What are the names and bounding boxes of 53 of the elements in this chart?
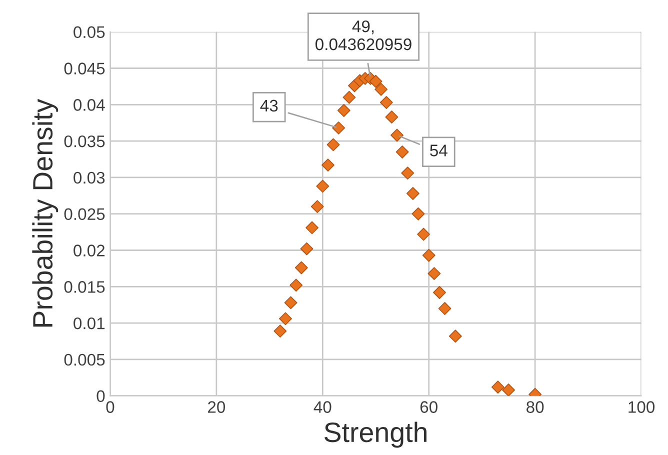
x-tick-label: 60: [420, 401, 438, 413]
point: [342, 90, 356, 104]
point: [428, 267, 441, 280]
y-tick-label: 0: [96, 390, 105, 402]
point: [316, 180, 330, 193]
y-tick-label: 0.01: [74, 317, 105, 330]
point: [294, 261, 308, 274]
annotation: 49, 0.043620959: [315, 20, 412, 50]
point: [385, 110, 398, 124]
y-tick-label: 0.03: [74, 172, 105, 184]
point: [332, 121, 346, 134]
point: [433, 286, 446, 299]
x-tick-label: 20: [208, 401, 226, 413]
x-axis-title: Strength: [324, 422, 426, 448]
y-tick-label: 0.015: [64, 281, 105, 293]
point: [406, 186, 420, 200]
y-tick-label: 0.02: [74, 244, 105, 256]
point: [306, 221, 318, 234]
point: [274, 324, 287, 338]
x-tick-label: 40: [314, 401, 332, 413]
point: [417, 228, 430, 241]
y-axis-title: Probability Density: [32, 98, 58, 327]
point: [422, 248, 436, 262]
point: [321, 158, 334, 172]
point: [337, 104, 350, 117]
point: [491, 380, 504, 394]
y-tick-label: 0.04: [74, 99, 105, 111]
annotation: 54: [430, 144, 448, 156]
point: [448, 330, 462, 343]
point: [401, 166, 414, 180]
x-tick-label: 80: [526, 401, 544, 413]
y-tick-label: 0.05: [74, 26, 105, 38]
x-tick-label: 0: [106, 401, 114, 413]
point: [310, 200, 324, 214]
point: [300, 242, 314, 256]
point: [369, 74, 382, 88]
point: [396, 145, 409, 158]
point: [284, 296, 298, 310]
point: [278, 312, 292, 326]
point: [290, 278, 303, 292]
y-tick-label: 0.005: [64, 354, 105, 366]
point: [390, 128, 404, 142]
point: [380, 96, 393, 109]
y-tick-label: 0.035: [64, 135, 105, 148]
point: [326, 138, 340, 152]
point: [438, 302, 452, 315]
annotation: 43: [260, 100, 278, 112]
point: [374, 82, 388, 96]
y-tick-label: 0.045: [64, 62, 105, 74]
point: [412, 207, 425, 220]
x-tick-label: 100: [628, 401, 655, 413]
point: [502, 384, 515, 396]
y-tick-label: 0.025: [64, 208, 105, 220]
